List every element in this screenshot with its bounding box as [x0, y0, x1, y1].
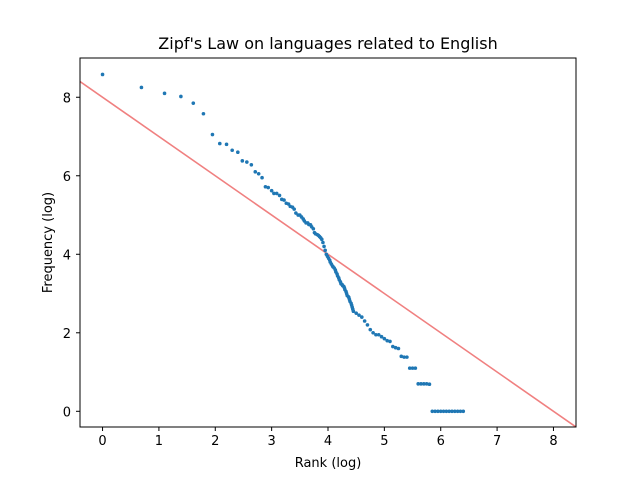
y-tick-label: 8	[63, 91, 71, 106]
data-point	[201, 111, 206, 116]
y-tick-label: 0	[63, 405, 71, 420]
data-point	[424, 382, 429, 386]
data-point	[441, 409, 446, 414]
data-point	[438, 409, 443, 414]
data-point	[405, 355, 409, 359]
data-point	[320, 237, 324, 242]
data-point	[272, 191, 276, 196]
y-axis-label: Frequency (log)	[41, 192, 56, 293]
data-point	[436, 409, 440, 414]
data-point	[450, 409, 454, 414]
data-point	[321, 240, 325, 245]
data-point	[260, 175, 264, 180]
data-point	[311, 226, 316, 231]
y-tick-label: 4	[63, 248, 71, 263]
data-point	[323, 248, 327, 253]
data-point	[354, 311, 358, 315]
data-point	[322, 244, 326, 249]
y-axis-ticks: 0 2 4 6 8	[63, 91, 80, 420]
data-point	[217, 141, 222, 146]
x-tick-label: 4	[324, 434, 332, 449]
data-point	[447, 409, 451, 414]
data-point	[256, 172, 261, 176]
data-point	[236, 150, 240, 155]
data-point	[365, 323, 370, 327]
data-point	[396, 346, 401, 351]
x-tick-label: 2	[211, 434, 219, 449]
x-tick-label: 5	[380, 434, 388, 449]
data-point	[427, 382, 432, 387]
data-point	[210, 132, 215, 137]
data-point	[393, 345, 398, 350]
data-point	[388, 339, 392, 344]
data-point	[191, 101, 196, 105]
data-point	[263, 184, 268, 189]
data-point	[374, 332, 378, 337]
data-point	[292, 207, 296, 211]
data-point	[274, 191, 279, 196]
data-point	[100, 72, 105, 77]
data-point	[430, 409, 435, 414]
data-point	[368, 327, 373, 332]
data-point	[433, 409, 437, 414]
y-tick-label: 6	[63, 170, 71, 185]
data-point	[399, 354, 404, 359]
chart-title: Zipf's Law on languages related to Engli…	[158, 34, 497, 53]
data-point	[162, 91, 167, 96]
data-point	[351, 309, 356, 313]
data-point	[385, 338, 389, 343]
data-point	[245, 160, 249, 164]
data-point	[249, 162, 254, 167]
data-point	[282, 198, 286, 202]
x-axis-ticks: 0 1 2 3 4 5 6 7 8	[98, 427, 558, 449]
data-point	[391, 344, 395, 349]
data-point	[416, 382, 420, 386]
data-points	[100, 72, 466, 414]
data-point	[240, 159, 245, 163]
data-point	[266, 185, 271, 190]
data-point	[253, 170, 258, 174]
x-tick-label: 1	[155, 434, 163, 449]
x-axis-label: Rank (log)	[295, 456, 362, 471]
data-point	[376, 332, 381, 337]
data-point	[419, 382, 423, 386]
data-point	[379, 334, 384, 339]
data-point	[269, 188, 274, 193]
data-point	[413, 366, 418, 370]
data-point	[402, 355, 406, 359]
data-point	[362, 319, 367, 323]
x-tick-label: 7	[493, 434, 501, 449]
data-point	[407, 366, 412, 370]
data-point	[410, 366, 415, 370]
data-point	[230, 148, 234, 153]
data-point	[458, 409, 463, 414]
data-point	[455, 409, 460, 414]
data-point	[360, 315, 364, 319]
x-tick-label: 8	[549, 434, 557, 449]
data-point	[139, 85, 144, 90]
data-point	[371, 330, 375, 335]
data-point	[357, 313, 361, 317]
data-point	[444, 409, 449, 414]
data-point	[453, 409, 457, 414]
data-point	[461, 409, 466, 414]
x-tick-label: 6	[437, 434, 445, 449]
data-point	[179, 94, 183, 99]
x-tick-label: 3	[267, 434, 275, 449]
data-point	[277, 193, 282, 198]
data-point	[422, 382, 426, 386]
data-point	[382, 336, 387, 341]
x-tick-label: 0	[98, 434, 106, 449]
data-point	[224, 142, 229, 147]
y-tick-label: 2	[63, 327, 71, 342]
